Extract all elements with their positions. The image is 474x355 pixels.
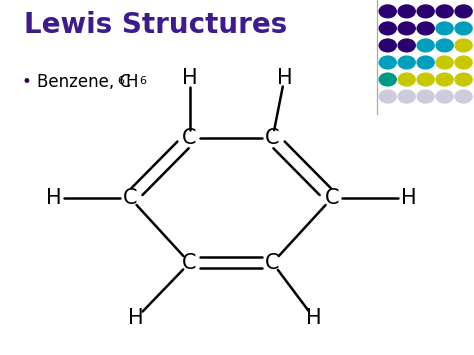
- Text: C: C: [265, 128, 280, 148]
- Text: 6: 6: [139, 76, 146, 86]
- Text: H: H: [306, 308, 322, 328]
- Text: Benzene, C: Benzene, C: [37, 73, 131, 91]
- Text: C: C: [325, 188, 339, 208]
- Circle shape: [455, 73, 472, 86]
- Text: H: H: [401, 188, 417, 208]
- Circle shape: [398, 90, 415, 103]
- Circle shape: [455, 39, 472, 52]
- Circle shape: [379, 5, 396, 18]
- Text: •: •: [21, 73, 31, 91]
- Circle shape: [398, 56, 415, 69]
- Circle shape: [398, 22, 415, 35]
- Circle shape: [417, 56, 434, 69]
- Text: H: H: [126, 73, 138, 91]
- Circle shape: [417, 5, 434, 18]
- Text: C: C: [265, 253, 280, 273]
- Circle shape: [379, 90, 396, 103]
- Circle shape: [379, 73, 396, 86]
- Circle shape: [398, 73, 415, 86]
- Circle shape: [398, 5, 415, 18]
- Circle shape: [398, 39, 415, 52]
- Circle shape: [379, 22, 396, 35]
- Text: H: H: [182, 69, 197, 88]
- Circle shape: [436, 73, 453, 86]
- Text: H: H: [46, 188, 61, 208]
- Circle shape: [455, 56, 472, 69]
- Circle shape: [436, 5, 453, 18]
- Circle shape: [417, 90, 434, 103]
- Text: C: C: [123, 188, 137, 208]
- Circle shape: [436, 90, 453, 103]
- Text: H: H: [277, 69, 292, 88]
- Circle shape: [436, 39, 453, 52]
- Circle shape: [417, 22, 434, 35]
- Circle shape: [436, 56, 453, 69]
- Text: H: H: [128, 308, 144, 328]
- Text: 6: 6: [118, 76, 125, 86]
- Circle shape: [455, 90, 472, 103]
- Circle shape: [417, 39, 434, 52]
- Circle shape: [436, 22, 453, 35]
- Circle shape: [417, 73, 434, 86]
- Circle shape: [455, 22, 472, 35]
- Circle shape: [379, 56, 396, 69]
- Circle shape: [455, 5, 472, 18]
- Text: C: C: [182, 128, 197, 148]
- Text: C: C: [182, 253, 197, 273]
- Circle shape: [379, 39, 396, 52]
- Text: Lewis Structures: Lewis Structures: [24, 11, 287, 39]
